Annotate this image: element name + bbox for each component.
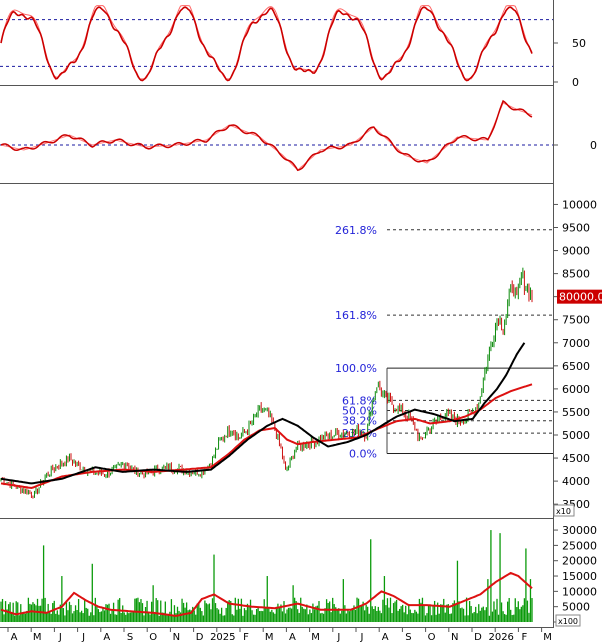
x-tick-label: O	[428, 632, 436, 643]
stochastic-tick-label: 50	[572, 37, 586, 50]
stochastic-signal-line	[0, 5, 533, 80]
x-tick-label: A	[11, 632, 18, 643]
price-tick-label: 9500	[562, 222, 590, 235]
ma-slow-line	[0, 342, 526, 485]
price-panel: 1000095009000850080007500700065006000550…	[0, 198, 597, 511]
x-tick-label: A	[289, 632, 296, 643]
volume-ma-line	[0, 571, 533, 617]
volume-panel: 300002500020000150001000050000	[0, 524, 597, 629]
stochastic-panel: 50 0	[0, 5, 586, 89]
candles	[0, 267, 533, 499]
stochastic-line	[0, 6, 533, 82]
x-tick-label: J	[336, 632, 340, 643]
volume-tick-label: 15000	[562, 570, 597, 583]
price-multiplier-box	[553, 504, 575, 517]
x-axis: A M J J A S O N D 2025 F M A M J J A S O N D 2026 F M	[7, 628, 552, 643]
x-tick-label: J	[58, 632, 62, 643]
oscillator-tick-label: 0	[590, 139, 597, 152]
x-tick-label: A	[103, 632, 110, 643]
price-tick-label: 9000	[562, 245, 590, 258]
x-tick-label: N	[173, 632, 180, 643]
x-tick-label: 2026	[488, 632, 513, 643]
x-tick-label: M	[33, 632, 42, 643]
ma-fast-line	[0, 383, 533, 490]
fib-level-label: 100.0%	[335, 362, 377, 375]
volume-multiplier-label: x100	[558, 617, 578, 626]
oscillator-line	[0, 99, 533, 172]
x-tick-label: N	[451, 632, 458, 643]
x-tick-label: J	[81, 632, 85, 643]
volume-tick-label: 10000	[562, 585, 597, 598]
price-tick-label: 4000	[562, 475, 590, 488]
oscillator-panel: 0	[0, 99, 597, 172]
x-tick-label: D	[474, 632, 482, 643]
price-tick-label: 6000	[562, 383, 590, 396]
panel-frames	[0, 0, 554, 628]
x-tick-label: M	[543, 632, 552, 643]
x-tick-label: A	[382, 632, 389, 643]
price-tick-label: 6500	[562, 360, 590, 373]
x-tick-label: J	[360, 632, 364, 643]
price-tick-label: 4500	[562, 452, 590, 465]
x-tick-label: D	[196, 632, 204, 643]
price-tick-label: 8500	[562, 268, 590, 281]
price-tick-label: 10000	[562, 198, 597, 211]
volume-tick-label: 25000	[562, 539, 597, 552]
price-tick-label: 5000	[562, 429, 590, 442]
fib-level-label: 38.2%	[342, 415, 377, 428]
x-tick-label: F	[243, 632, 249, 643]
price-tick-label: 7500	[562, 314, 590, 327]
fib-level-label: 161.8%	[335, 309, 377, 322]
volume-tick-label: 5000	[562, 601, 590, 614]
x-tick-label: S	[127, 632, 133, 643]
price-multiplier-label: x10	[556, 507, 571, 516]
volume-tick-label: 20000	[562, 555, 597, 568]
x-tick-label: M	[311, 632, 320, 643]
oscillator-signal-line	[0, 102, 533, 171]
volume-bars	[0, 530, 533, 622]
price-tick-label: 7000	[562, 337, 590, 350]
fib-level-label: 61.8%	[342, 394, 377, 407]
x-tick-label: O	[149, 632, 157, 643]
x-tick-label: M	[265, 632, 274, 643]
x-tick-label: S	[405, 632, 411, 643]
last-price-label: 80000.00	[559, 291, 602, 304]
price-tick-label: 5500	[562, 406, 590, 419]
x-tick-label: 2025	[210, 632, 235, 643]
fib-level-label: 50.0%	[342, 405, 377, 418]
volume-multiplier-box	[555, 614, 581, 627]
x-tick-label: F	[522, 632, 528, 643]
last-price-tag	[557, 289, 602, 304]
stochastic-tick-label: 0	[572, 76, 579, 89]
fib-level-label: 0.0%	[349, 447, 377, 460]
volume-tick-label: 30000	[562, 524, 597, 537]
fib-level-label: 261.8%	[335, 224, 377, 237]
